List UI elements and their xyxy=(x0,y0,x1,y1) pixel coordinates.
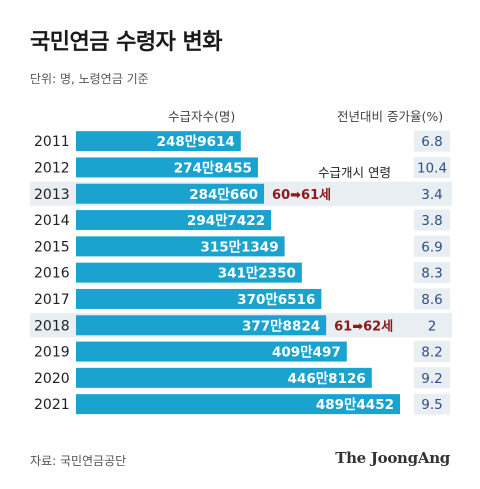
year-label: 2018 xyxy=(34,318,70,334)
year-label: 2017 xyxy=(34,292,70,308)
value-label: 489만4452 xyxy=(316,397,394,413)
bar xyxy=(76,183,265,204)
growth-rate-label: 8.2 xyxy=(421,345,442,361)
bar xyxy=(76,131,241,152)
year-label: 2015 xyxy=(34,239,70,255)
bar xyxy=(76,157,258,178)
growth-rate-label: 6.9 xyxy=(421,239,442,255)
value-label: 284만660 xyxy=(189,187,258,203)
value-label: 294만7422 xyxy=(187,213,265,229)
annotation-label: 수급개시 연령 xyxy=(318,165,391,180)
growth-rate-label: 3.4 xyxy=(421,187,442,203)
year-label: 2021 xyxy=(34,397,70,413)
year-label: 2020 xyxy=(34,371,70,387)
growth-rate-label: 2 xyxy=(428,318,437,334)
year-label: 2011 xyxy=(34,134,70,150)
growth-rate-box xyxy=(414,393,450,415)
bar xyxy=(76,288,322,309)
growth-rate-box xyxy=(414,262,450,284)
year-label: 2019 xyxy=(34,345,70,361)
growth-rate-box xyxy=(414,367,450,389)
growth-rate-box xyxy=(414,341,450,363)
value-label: 446만8126 xyxy=(288,371,366,387)
growth-rate-label: 6.8 xyxy=(421,134,442,150)
unit-note: 단위: 명, 노령연금 기준 xyxy=(30,72,149,86)
publisher-logo: The JoongAng xyxy=(335,449,450,467)
bar xyxy=(76,394,400,415)
growth-rate-label: 10.4 xyxy=(417,160,447,176)
growth-rate-box xyxy=(414,209,450,231)
value-label: 274만8455 xyxy=(174,160,252,176)
bar xyxy=(76,262,302,283)
growth-rate-label: 9.2 xyxy=(421,371,442,387)
year-label: 2014 xyxy=(34,213,70,229)
growth-rate-label: 9.5 xyxy=(421,397,442,413)
bar xyxy=(76,367,372,388)
growth-rate-label: 3.8 xyxy=(421,213,442,229)
growth-rate-box xyxy=(414,235,450,257)
chart-title: 국민연금 수령자 변화 xyxy=(30,30,222,55)
value-label: 370만6516 xyxy=(237,292,315,308)
source-note: 자료: 국민연금공단 xyxy=(30,454,127,468)
annotation-value: 60➡61세 xyxy=(272,188,331,203)
growth-rate-box xyxy=(414,288,450,310)
growth-rate-box xyxy=(414,130,450,152)
growth-rate-box xyxy=(414,183,450,205)
value-label: 341만2350 xyxy=(218,266,296,282)
growth-rate-label: 8.6 xyxy=(421,292,442,308)
header-recipients: 수급자수(명) xyxy=(168,109,236,124)
value-label: 409만497 xyxy=(272,345,341,361)
value-label: 377만8824 xyxy=(242,318,320,334)
year-label: 2012 xyxy=(34,160,70,176)
bar xyxy=(76,236,285,257)
growth-rate-box xyxy=(414,156,450,178)
value-label: 248만9614 xyxy=(157,134,235,150)
year-label: 2013 xyxy=(34,187,70,203)
value-label: 315만1349 xyxy=(200,239,278,255)
bar xyxy=(76,315,327,336)
annotation-value: 61➡62세 xyxy=(334,319,393,334)
bar xyxy=(76,210,272,231)
growth-rate-label: 8.3 xyxy=(421,266,442,282)
bar xyxy=(76,341,347,362)
growth-rate-box xyxy=(414,314,450,336)
year-label: 2016 xyxy=(34,266,70,282)
header-growth-rate: 전년대비 증가율(%) xyxy=(337,109,444,124)
